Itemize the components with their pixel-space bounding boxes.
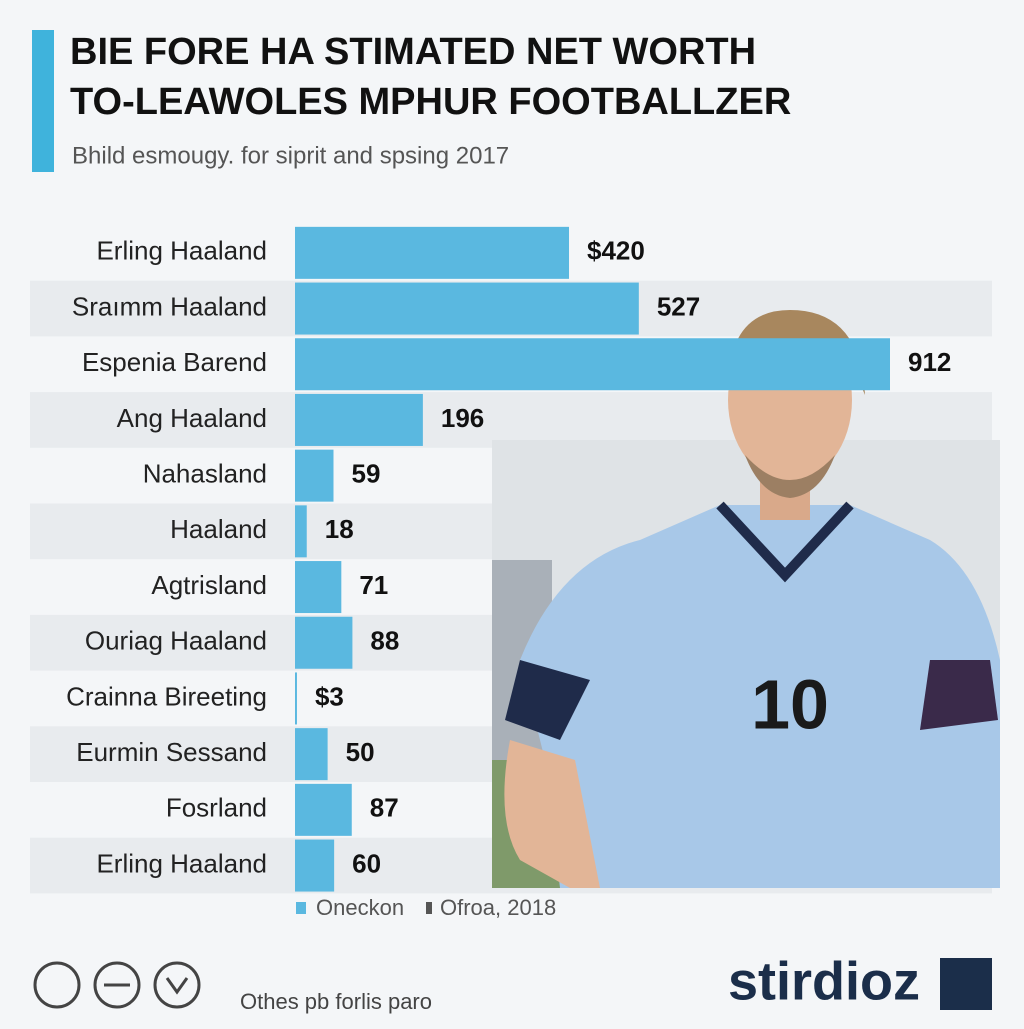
category-label: Crainna Bireeting — [66, 681, 267, 711]
category-label: Nahasland — [143, 459, 267, 489]
value-label: 71 — [359, 570, 388, 600]
value-label: 88 — [370, 626, 399, 656]
chart-title: TO-LEAWOLES MPHUR FOOTBALLZER — [70, 81, 791, 123]
bar — [295, 338, 890, 391]
category-label: Haaland — [170, 514, 267, 544]
category-label: Erling Haaland — [96, 236, 267, 266]
value-label: $420 — [587, 236, 645, 266]
value-label: 59 — [351, 459, 380, 489]
value-label: $3 — [315, 681, 344, 711]
legend-label: Oneckon — [316, 895, 404, 920]
svg-text:10: 10 — [751, 665, 829, 743]
bar — [295, 282, 639, 335]
value-label: 50 — [346, 737, 375, 767]
value-label: 527 — [657, 291, 700, 321]
legend-swatch — [296, 902, 306, 914]
bar — [295, 393, 423, 446]
player-photo: 10 — [492, 310, 1000, 888]
brand-mark — [940, 958, 992, 1010]
value-label: 18 — [325, 514, 354, 544]
value-label: 60 — [352, 848, 381, 878]
brand-logo: stirdioz — [728, 951, 920, 1011]
legend: Oneckon Ofroa, 2018 — [296, 895, 556, 920]
value-label: 196 — [441, 403, 484, 433]
chart-title: BIE FORE HA STIMATED NET WORTH — [70, 31, 756, 73]
bar — [295, 616, 353, 669]
category-label: Eurmin Sessand — [76, 737, 267, 767]
category-label: Ang Haaland — [117, 403, 267, 433]
bar — [295, 728, 328, 781]
category-label: Sraımm Haaland — [72, 291, 267, 321]
chart-subtitle: Bhild esmougy. for siprit and spsing 201… — [72, 142, 509, 169]
bar — [295, 783, 352, 836]
value-label: 87 — [370, 793, 399, 823]
bar — [295, 561, 342, 614]
accent-bar — [32, 30, 54, 172]
category-label: Fosrland — [166, 793, 267, 823]
footer-note: Othes pb forlis paro — [240, 989, 432, 1014]
category-label: Agtrisland — [151, 570, 267, 600]
legend-swatch — [426, 902, 432, 914]
footer-icons — [33, 961, 201, 1009]
value-label: 912 — [908, 347, 951, 377]
bars: Erling Haaland $420 Sraımm Haaland 527 Espen… — [66, 226, 951, 892]
bar — [295, 839, 335, 892]
category-label: Ouriag Haaland — [85, 626, 267, 656]
bar — [295, 672, 297, 725]
category-label: Erling Haaland — [96, 848, 267, 878]
legend-label: Ofroa, 2018 — [440, 895, 556, 920]
bar — [295, 226, 570, 279]
category-label: Espenia Barend — [82, 347, 267, 377]
bar — [295, 505, 307, 558]
bar — [295, 449, 334, 502]
